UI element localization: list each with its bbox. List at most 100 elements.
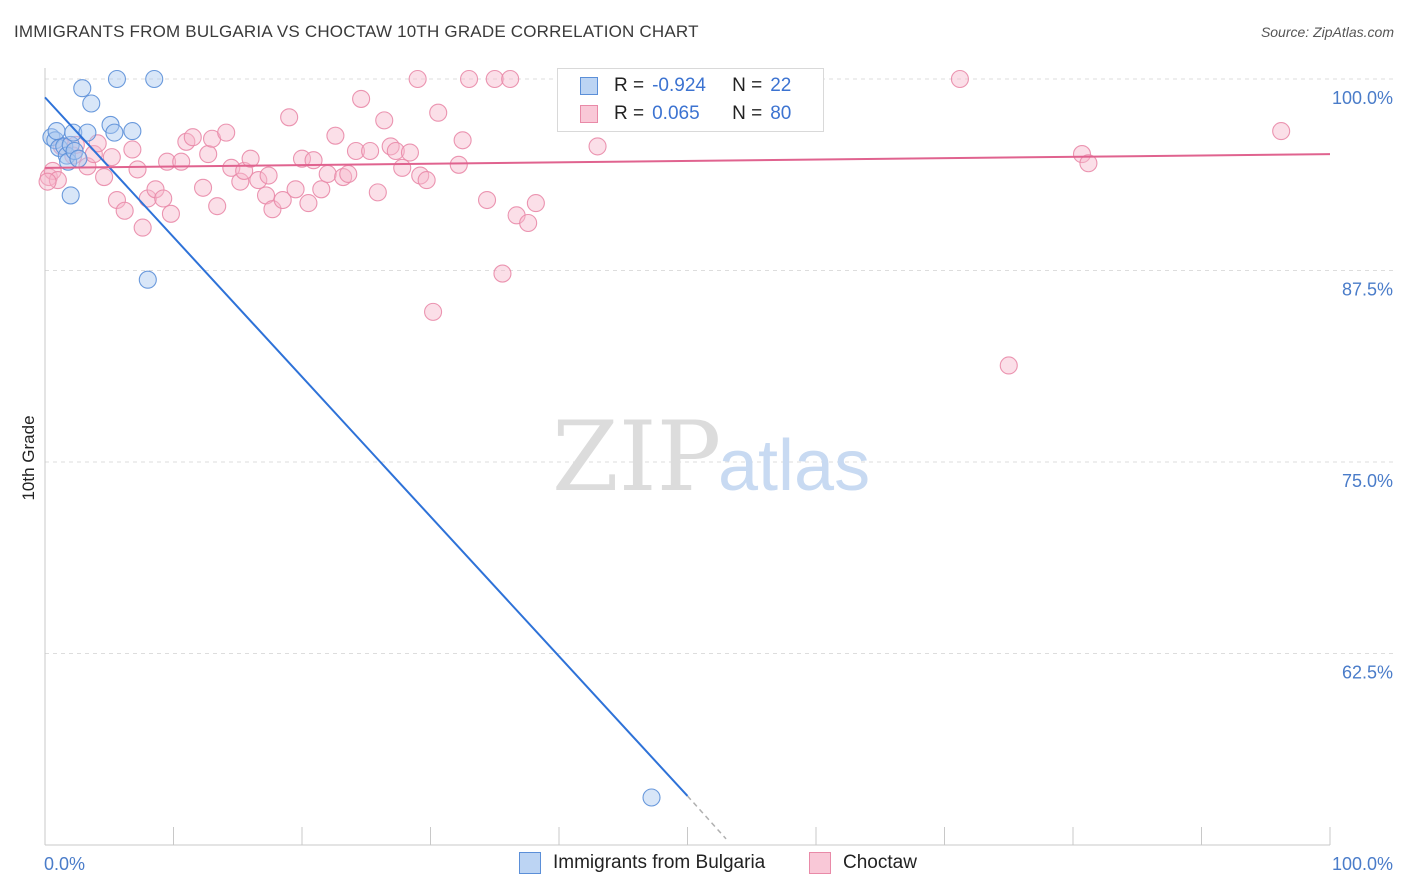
bulgaria-point bbox=[69, 149, 88, 168]
series-legend: Immigrants from Bulgaria Choctaw bbox=[0, 852, 1406, 878]
choctaw-point bbox=[183, 128, 202, 147]
choctaw-point bbox=[43, 161, 62, 180]
choctaw-point bbox=[161, 204, 180, 223]
choctaw-point bbox=[429, 103, 448, 122]
choctaw-point bbox=[38, 172, 57, 191]
bulgaria-point bbox=[82, 94, 101, 113]
choctaw-point bbox=[400, 143, 419, 162]
choctaw-point bbox=[194, 178, 213, 197]
choctaw-point bbox=[133, 218, 152, 237]
bulgaria-point bbox=[642, 788, 661, 807]
choctaw-point bbox=[231, 172, 250, 191]
bulgaria-point bbox=[64, 123, 83, 142]
choctaw-point bbox=[334, 167, 353, 187]
watermark: ZIP atlas bbox=[552, 401, 870, 513]
pink-swatch bbox=[580, 105, 598, 123]
n-label: N = bbox=[732, 75, 763, 96]
choctaw-point bbox=[361, 141, 380, 161]
x-tick-label: 0.0% bbox=[44, 854, 85, 874]
data-points bbox=[38, 69, 1291, 807]
y-axis-title: 10th Grade bbox=[19, 415, 38, 500]
choctaw-point bbox=[304, 151, 323, 170]
choctaw-point bbox=[95, 167, 114, 187]
choctaw-point bbox=[1072, 145, 1092, 164]
y-tick-label: 100.0% bbox=[1332, 88, 1393, 108]
choctaw-point bbox=[1079, 154, 1098, 173]
choctaw-point bbox=[299, 194, 318, 213]
bulgaria-point bbox=[145, 69, 164, 89]
bulgaria-point bbox=[61, 186, 80, 205]
bulgaria-trend-line bbox=[44, 96, 689, 797]
bulgaria-point bbox=[78, 123, 97, 142]
choctaw-point bbox=[417, 171, 436, 190]
y-tick-label: 75.0% bbox=[1342, 471, 1393, 491]
choctaw-point bbox=[199, 145, 218, 164]
watermark-atlas: atlas bbox=[718, 426, 870, 506]
r-value: -0.924 bbox=[652, 75, 706, 96]
choctaw-point bbox=[501, 69, 520, 89]
choctaw-point bbox=[1272, 122, 1291, 141]
x-tick-label: 100.0% bbox=[1332, 854, 1393, 874]
choctaw-point bbox=[424, 302, 443, 321]
legend-item-choctaw: Choctaw bbox=[809, 852, 917, 874]
choctaw-point bbox=[318, 164, 337, 184]
choctaw-point bbox=[177, 132, 196, 151]
source-label: Source: ZipAtlas.com bbox=[1260, 24, 1394, 40]
choctaw-point bbox=[280, 108, 299, 127]
blue-swatch bbox=[519, 852, 541, 874]
r-label: R = bbox=[614, 103, 645, 124]
choctaw-point bbox=[459, 69, 479, 89]
choctaw-point bbox=[249, 171, 268, 190]
n-value: 80 bbox=[770, 103, 792, 124]
choctaw-point bbox=[217, 123, 236, 142]
stats-legend: R = -0.924 N = 22 R = 0.065 N = 80 bbox=[557, 68, 824, 132]
choctaw-point bbox=[375, 111, 394, 130]
blue-swatch bbox=[580, 77, 598, 95]
choctaw-point bbox=[146, 180, 165, 199]
legend-item-bulgaria: Immigrants from Bulgaria bbox=[519, 852, 765, 874]
choctaw-point bbox=[386, 141, 405, 161]
choctaw-point bbox=[485, 69, 504, 89]
legend-label: Choctaw bbox=[843, 852, 917, 873]
chart-title: IMMIGRANTS FROM BULGARIA VS CHOCTAW 10TH… bbox=[14, 22, 699, 41]
choctaw-point bbox=[128, 160, 147, 179]
choctaw-point bbox=[999, 356, 1018, 375]
legend-label: Immigrants from Bulgaria bbox=[553, 852, 766, 873]
bulgaria-point bbox=[73, 79, 92, 98]
y-tick-label: 62.5% bbox=[1342, 663, 1393, 683]
trend-lines bbox=[44, 96, 1331, 840]
choctaw-point bbox=[519, 213, 538, 233]
choctaw-point bbox=[263, 200, 282, 219]
choctaw-point bbox=[526, 194, 545, 213]
pink-swatch bbox=[809, 852, 831, 874]
bulgaria-point bbox=[123, 122, 142, 141]
y-tick-label: 87.5% bbox=[1342, 280, 1393, 300]
bulgaria-point bbox=[107, 69, 127, 89]
choctaw-point bbox=[326, 126, 345, 145]
bulgaria-trend-extension bbox=[686, 795, 727, 840]
choctaw-point bbox=[273, 190, 292, 210]
bulgaria-point bbox=[47, 122, 66, 141]
choctaw-point bbox=[352, 89, 371, 108]
legend-row-bulgaria: R = -0.924 N = 22 bbox=[580, 73, 791, 99]
choctaw-point bbox=[312, 180, 331, 199]
choctaw-point bbox=[493, 264, 512, 283]
choctaw-point bbox=[408, 69, 427, 89]
choctaw-point bbox=[393, 158, 412, 177]
axes bbox=[44, 68, 1331, 846]
axis-labels: 100.0% 87.5% 75.0% 62.5% 0.0% 100.0% bbox=[44, 88, 1393, 874]
choctaw-point bbox=[241, 149, 260, 168]
n-label: N = bbox=[732, 103, 763, 124]
choctaw-point bbox=[154, 189, 173, 208]
n-value: 22 bbox=[770, 75, 792, 96]
bulgaria-point bbox=[138, 270, 157, 289]
choctaw-trend-line bbox=[44, 153, 1331, 169]
choctaw-point bbox=[588, 137, 607, 156]
choctaw-point bbox=[286, 180, 305, 199]
choctaw-point bbox=[346, 141, 366, 161]
choctaw-point bbox=[339, 164, 358, 184]
r-value: 0.065 bbox=[652, 103, 700, 124]
choctaw-point bbox=[292, 149, 312, 168]
choctaw-point bbox=[123, 140, 142, 159]
